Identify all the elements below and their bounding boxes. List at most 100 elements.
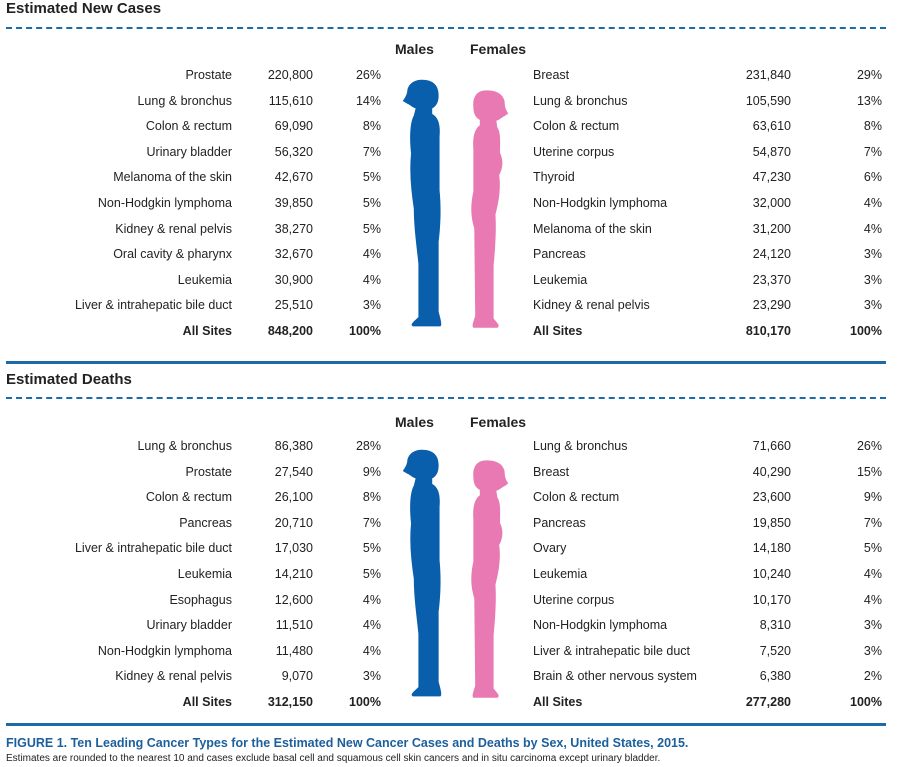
male-pct: 4%	[362, 247, 381, 262]
female-site: Liver & intrahepatic bile duct	[533, 643, 691, 658]
male-silhouette-icon	[402, 449, 442, 697]
male-pct: 5%	[362, 541, 381, 556]
female-count: 23,370	[752, 272, 791, 287]
dashed-divider	[6, 397, 886, 399]
female-pct: 29%	[856, 68, 882, 82]
male-site: Colon & rectum	[145, 490, 232, 505]
male-site: All Sites	[182, 695, 232, 709]
female-pct: 3%	[863, 643, 882, 658]
male-site: Lung & bronchus	[137, 439, 232, 453]
female-site: Thyroid	[533, 170, 575, 185]
female-site: Ovary	[533, 541, 567, 556]
female-pct: 3%	[863, 618, 882, 633]
female-site: Leukemia	[533, 567, 588, 581]
male-pct: 100%	[349, 695, 381, 709]
female-pct: 100%	[850, 695, 882, 709]
female-site: All Sites	[533, 324, 583, 338]
female-pct: 4%	[863, 221, 882, 236]
female-count: 63,610	[752, 119, 791, 134]
male-pct: 8%	[362, 119, 381, 134]
female-pct: 3%	[863, 247, 882, 262]
female-count: 8,310	[759, 618, 791, 633]
male-site: Colon & rectum	[145, 119, 232, 134]
female-pct: 26%	[856, 439, 882, 453]
male-site: Oral cavity & pharynx	[113, 247, 232, 262]
male-count: 32,670	[274, 247, 313, 262]
female-site: Melanoma of the skin	[533, 221, 652, 236]
male-pct: 5%	[362, 170, 381, 185]
female-count: 231,840	[745, 68, 791, 82]
male-count: 25,510	[274, 298, 313, 313]
female-site: Uterine corpus	[533, 144, 615, 159]
male-pct: 26%	[355, 68, 381, 82]
female-pct: 100%	[850, 324, 882, 338]
male-count: 11,510	[275, 618, 313, 633]
male-count: 12,600	[274, 592, 313, 607]
female-site: Breast	[533, 464, 570, 479]
males-header: Males	[395, 414, 434, 430]
female-site: Pancreas	[533, 247, 586, 262]
male-count: 38,270	[274, 221, 313, 236]
female-count: 277,280	[745, 695, 791, 709]
male-count: 220,800	[267, 68, 313, 82]
female-pct: 5%	[863, 541, 882, 556]
female-count: 54,870	[752, 144, 791, 159]
male-count: 17,030	[274, 541, 313, 556]
female-pct: 4%	[863, 567, 882, 581]
male-site: Melanoma of the skin	[113, 170, 232, 185]
male-silhouette-icon	[402, 79, 442, 327]
male-site: Leukemia	[177, 567, 232, 581]
male-site: Leukemia	[177, 272, 232, 287]
female-pct: 15%	[856, 464, 882, 479]
male-site: Prostate	[185, 464, 232, 479]
male-site: Lung & bronchus	[137, 93, 232, 108]
male-pct: 3%	[362, 298, 381, 313]
female-pct: 7%	[863, 515, 882, 530]
female-site: Uterine corpus	[533, 592, 615, 607]
male-count: 14,210	[274, 567, 313, 581]
female-count: 14,180	[752, 541, 791, 556]
female-site: Leukemia	[533, 272, 588, 287]
male-count: 848,200	[267, 324, 313, 338]
female-site: Kidney & renal pelvis	[533, 298, 650, 313]
male-count: 42,670	[274, 170, 313, 185]
female-site: Breast	[533, 68, 570, 82]
female-silhouette-icon	[471, 90, 509, 328]
female-count: 71,660	[752, 439, 791, 453]
male-count: 56,320	[274, 144, 313, 159]
female-site: Lung & bronchus	[533, 93, 628, 108]
female-pct: 13%	[856, 93, 882, 108]
female-silhouette-icon	[471, 460, 509, 698]
female-count: 24,120	[752, 247, 791, 262]
male-pct: 14%	[355, 93, 381, 108]
female-count: 6,380	[759, 669, 791, 684]
female-pct: 3%	[863, 272, 882, 287]
male-site: Liver & intrahepatic bile duct	[74, 541, 232, 556]
female-count: 10,240	[752, 567, 791, 581]
male-site: Non-Hodgkin lymphoma	[97, 196, 232, 210]
female-site: Lung & bronchus	[533, 439, 628, 453]
males-header: Males	[395, 41, 434, 57]
male-pct: 4%	[362, 618, 381, 633]
female-count: 47,230	[752, 170, 791, 185]
female-pct: 8%	[863, 119, 882, 134]
female-site: Pancreas	[533, 515, 586, 530]
female-count: 105,590	[745, 93, 791, 108]
females-header: Females	[470, 414, 527, 430]
male-count: 39,850	[274, 196, 313, 210]
females-header: Females	[470, 41, 527, 57]
male-site: All Sites	[182, 324, 232, 338]
male-site: Non-Hodgkin lymphoma	[97, 643, 232, 658]
male-site: Kidney & renal pelvis	[115, 669, 232, 684]
female-count: 810,170	[745, 324, 791, 338]
male-site: Urinary bladder	[146, 144, 232, 159]
male-pct: 8%	[362, 490, 381, 505]
female-pct: 2%	[863, 669, 882, 684]
male-count: 9,070	[281, 669, 313, 684]
male-site: Liver & intrahepatic bile duct	[74, 298, 232, 313]
male-pct: 7%	[362, 515, 381, 530]
male-pct: 5%	[362, 567, 381, 581]
female-pct: 7%	[863, 144, 882, 159]
male-pct: 100%	[349, 324, 381, 338]
male-site: Kidney & renal pelvis	[115, 221, 232, 236]
